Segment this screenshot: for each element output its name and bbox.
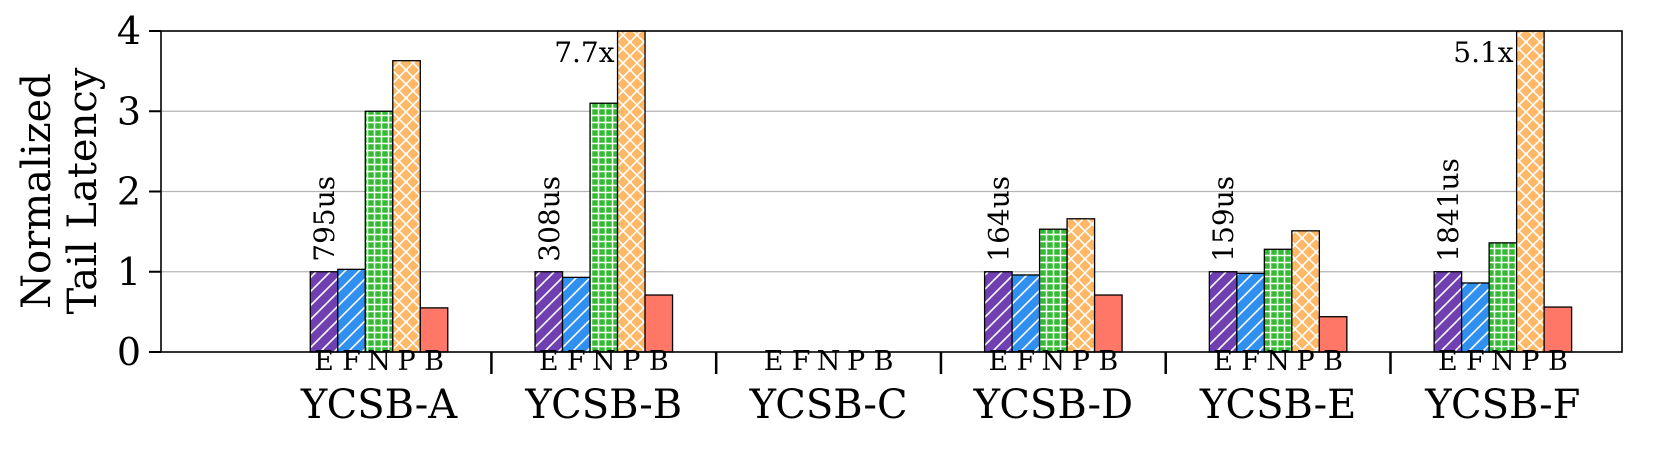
bar-4-B — [1319, 316, 1347, 352]
bar-letter-1-B: B — [649, 346, 669, 377]
baseline-latency-label-1: 308us — [533, 176, 566, 262]
bar-letter-5-F: F — [1466, 346, 1485, 377]
bar-letter-5-B: B — [1548, 346, 1568, 377]
y-tick-label-3: 3 — [117, 89, 141, 133]
bar-hatch-5-N — [1489, 242, 1517, 352]
bars — [309, 30, 1573, 353]
bar-letter-1-P: P — [622, 346, 640, 377]
bar-letter-1-N: N — [592, 346, 616, 377]
bar-letter-2-N: N — [817, 346, 841, 377]
bar-hatch-4-N — [1264, 249, 1292, 352]
bar-hatch-4-P — [1291, 230, 1320, 352]
bar-hatch-5-F — [1461, 282, 1490, 352]
bar-hatch-1-P — [617, 31, 646, 352]
bar-letter-1-E: E — [539, 346, 559, 377]
bar-hatch-5-E — [1434, 271, 1462, 352]
bar-letter-0-E: E — [314, 346, 334, 377]
y-axis-label-line-2: Tail Latency — [60, 67, 106, 314]
y-axis-label-line-1: Normalized — [14, 73, 60, 309]
bar-hatch-3-F — [1012, 274, 1040, 352]
bar-5-B — [1544, 307, 1572, 352]
bar-letter-5-P: P — [1521, 346, 1539, 377]
y-tick-label-1: 1 — [117, 250, 141, 294]
bar-letter-4-B: B — [1323, 346, 1343, 377]
y-tick-label-2: 2 — [117, 170, 141, 214]
baseline-latency-label-4: 159us — [1207, 176, 1240, 262]
group-label-5: YCSB-F — [1424, 382, 1580, 428]
bar-letter-1-F: F — [567, 346, 586, 377]
y-tick-label-4: 4 — [117, 9, 141, 53]
group-label-4: YCSB-E — [1199, 382, 1357, 428]
bar-hatch-0-E — [310, 271, 338, 352]
group-label-1: YCSB-B — [524, 382, 682, 428]
bar-letter-2-F: F — [792, 346, 811, 377]
bar-letter-0-N: N — [367, 346, 391, 377]
bar-letter-2-E: E — [764, 346, 784, 377]
baseline-latency-label-0: 795us — [308, 176, 341, 262]
bar-letter-3-F: F — [1016, 346, 1035, 377]
bar-0-B — [420, 307, 448, 352]
bar-hatch-3-N — [1039, 229, 1068, 352]
bar-hatch-3-E — [984, 271, 1013, 352]
bar-letter-3-B: B — [1098, 346, 1118, 377]
bar-hatch-1-F — [562, 277, 591, 352]
group-label-2: YCSB-C — [749, 382, 908, 428]
baseline-latency-label-5: 1841us — [1432, 158, 1465, 262]
bar-letter-0-P: P — [397, 346, 415, 377]
bar-hatch-1-E — [535, 271, 563, 352]
bar-letter-4-N: N — [1266, 346, 1290, 377]
bar-hatch-4-F — [1236, 273, 1265, 352]
overflow-label-0: 7.7x — [554, 36, 615, 69]
bar-hatch-5-P — [1516, 31, 1545, 352]
bar-hatch-4-E — [1209, 271, 1237, 352]
bar-hatch-0-N — [365, 111, 393, 352]
group-label-3: YCSB-D — [973, 382, 1133, 428]
bar-3-B — [1094, 295, 1123, 352]
bar-letter-5-N: N — [1491, 346, 1515, 377]
bar-annotations: 795us 308us 164us 159us 1841us 7.7x 5.1x — [308, 36, 1514, 262]
bar-letter-3-E: E — [988, 346, 1008, 377]
bar-letter-5-E: E — [1438, 346, 1458, 377]
bar-letter-0-B: B — [424, 346, 444, 377]
y-tick-label-0: 0 — [117, 330, 141, 374]
bar-letter-3-P: P — [1072, 346, 1090, 377]
bar-letter-2-B: B — [874, 346, 894, 377]
baseline-latency-label-3: 164us — [982, 176, 1015, 262]
bar-hatch-0-P — [392, 60, 421, 352]
bar-letter-0-F: F — [342, 346, 361, 377]
bar-hatch-3-P — [1067, 218, 1095, 352]
bar-1-B — [645, 295, 673, 352]
bar-letter-4-F: F — [1241, 346, 1260, 377]
bar-letter-4-P: P — [1297, 346, 1315, 377]
bar-hatch-1-N — [590, 103, 618, 352]
group-label-0: YCSB-A — [300, 382, 458, 428]
y-axis: 0 1 2 3 4 — [117, 9, 161, 374]
overflow-label-1: 5.1x — [1453, 36, 1514, 69]
bar-letter-3-N: N — [1042, 346, 1066, 377]
bar-letter-4-E: E — [1213, 346, 1233, 377]
bar-hatch-0-F — [337, 269, 366, 352]
bar-letter-2-P: P — [847, 346, 865, 377]
